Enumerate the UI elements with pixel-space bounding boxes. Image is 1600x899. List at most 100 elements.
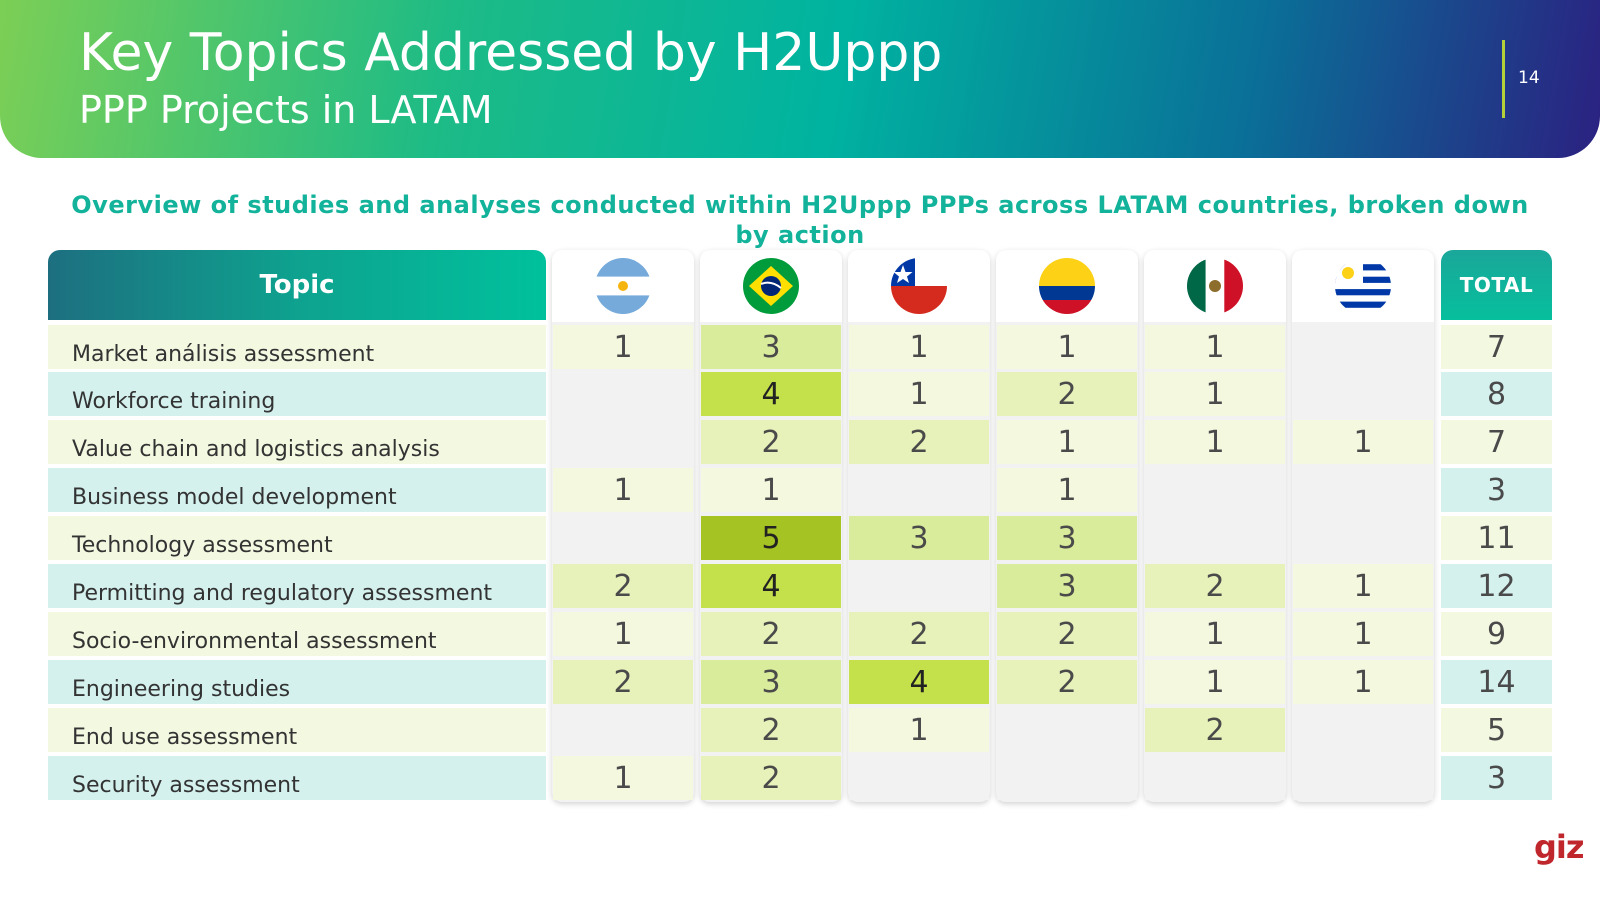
value-cell: 4 — [701, 564, 841, 608]
value-cell: 3 — [849, 516, 989, 560]
value-cell: 3 — [701, 325, 841, 369]
topic-label: Security assessment — [72, 773, 300, 798]
topic-label: Technology assessment — [72, 533, 333, 558]
value-cell — [1145, 756, 1285, 800]
value-cell: 2 — [701, 756, 841, 800]
divider — [1502, 40, 1505, 118]
topic-row: Socio-environmental assessment — [48, 612, 546, 656]
value-cell: 2 — [701, 708, 841, 752]
value-cell: 1 — [997, 420, 1137, 464]
value-cell — [1293, 708, 1433, 752]
table-caption: Overview of studies and analyses conduct… — [71, 191, 1529, 249]
value-cell — [553, 708, 693, 752]
colombia-flag-icon — [1039, 258, 1095, 314]
topic-row: Technology assessment — [48, 516, 546, 560]
value-cell: 1 — [1293, 660, 1433, 704]
topic-row: Workforce training — [48, 372, 546, 416]
value-cell: 2 — [997, 372, 1137, 416]
topic-row: Market análisis assessment — [48, 325, 546, 369]
chile-flag-icon — [891, 258, 947, 314]
value-cell: 1 — [553, 468, 693, 512]
value-cell — [553, 420, 693, 464]
value-cell: 1 — [1293, 420, 1433, 464]
topic-label: Engineering studies — [72, 677, 291, 702]
total-cell: 9 — [1441, 612, 1552, 656]
topic-row: Engineering studies — [48, 660, 546, 704]
value-cell: 1 — [701, 468, 841, 512]
header-banner — [0, 0, 1600, 158]
giz-logo: giz — [1534, 828, 1584, 866]
topic-row: Permitting and regulatory assessment — [48, 564, 546, 608]
page-title: Key Topics Addressed by H2Uppp — [79, 23, 943, 83]
topic-label: Business model development — [72, 485, 397, 510]
total-cell: 7 — [1441, 420, 1552, 464]
value-cell: 1 — [1145, 372, 1285, 416]
value-cell: 2 — [1145, 708, 1285, 752]
value-cell: 1 — [849, 372, 989, 416]
value-cell: 4 — [701, 372, 841, 416]
value-cell — [553, 516, 693, 560]
total-cell: 7 — [1441, 325, 1552, 369]
total-cell: 8 — [1441, 372, 1552, 416]
value-cell: 3 — [997, 516, 1137, 560]
value-cell: 1 — [1145, 612, 1285, 656]
value-cell: 2 — [553, 660, 693, 704]
value-cell — [1293, 516, 1433, 560]
value-cell — [997, 756, 1137, 800]
value-cell: 4 — [849, 660, 989, 704]
value-cell — [1293, 325, 1433, 369]
topic-row: Security assessment — [48, 756, 546, 800]
topic-row: Value chain and logistics analysis — [48, 420, 546, 464]
value-cell — [849, 564, 989, 608]
page-number: 14 — [1518, 68, 1540, 88]
value-cell: 1 — [849, 325, 989, 369]
value-cell — [849, 756, 989, 800]
topic-row: Business model development — [48, 468, 546, 512]
value-cell: 1 — [1145, 420, 1285, 464]
value-cell: 1 — [1145, 325, 1285, 369]
value-cell — [1293, 756, 1433, 800]
uruguay-flag-icon — [1335, 258, 1391, 314]
topic-label: Market análisis assessment — [72, 342, 375, 367]
value-cell — [1293, 468, 1433, 512]
value-cell: 2 — [997, 660, 1137, 704]
total-cell: 14 — [1441, 660, 1552, 704]
value-cell: 2 — [701, 612, 841, 656]
topic-label: Workforce training — [72, 389, 276, 414]
value-cell: 2 — [701, 420, 841, 464]
value-cell: 1 — [553, 325, 693, 369]
value-cell: 1 — [553, 612, 693, 656]
value-cell — [1293, 372, 1433, 416]
value-cell: 2 — [553, 564, 693, 608]
value-cell: 1 — [553, 756, 693, 800]
value-cell: 1 — [997, 468, 1137, 512]
mexico-flag-icon — [1187, 258, 1243, 314]
value-cell: 2 — [1145, 564, 1285, 608]
page-subtitle: PPP Projects in LATAM — [79, 88, 493, 132]
total-cell: 12 — [1441, 564, 1552, 608]
value-cell: 1 — [1293, 612, 1433, 656]
value-cell: 2 — [849, 420, 989, 464]
total-cell: 5 — [1441, 708, 1552, 752]
value-cell: 1 — [849, 708, 989, 752]
value-cell: 2 — [997, 612, 1137, 656]
total-cell: 3 — [1441, 756, 1552, 800]
topic-label: Permitting and regulatory assessment — [72, 581, 493, 606]
value-cell: 1 — [1145, 660, 1285, 704]
value-cell: 2 — [849, 612, 989, 656]
total-cell: 3 — [1441, 468, 1552, 512]
argentina-flag-icon — [595, 258, 651, 314]
value-cell — [553, 372, 693, 416]
total-cell: 11 — [1441, 516, 1552, 560]
topic-label: Socio-environmental assessment — [72, 629, 437, 654]
value-cell: 3 — [997, 564, 1137, 608]
value-cell: 5 — [701, 516, 841, 560]
value-cell: 3 — [701, 660, 841, 704]
value-cell — [1145, 468, 1285, 512]
value-cell — [849, 468, 989, 512]
value-cell: 1 — [1293, 564, 1433, 608]
topic-column-header: Topic — [48, 250, 546, 320]
topic-row: End use assessment — [48, 708, 546, 752]
value-cell — [1145, 516, 1285, 560]
value-cell: 1 — [997, 325, 1137, 369]
